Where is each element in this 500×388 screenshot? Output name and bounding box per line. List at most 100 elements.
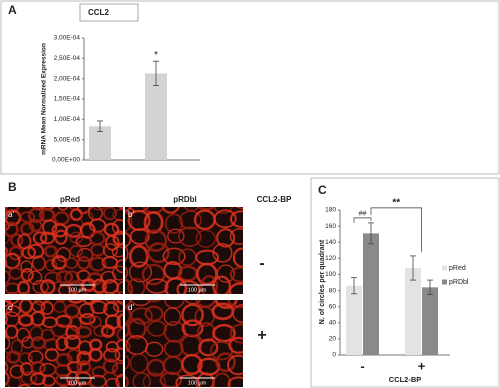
cell-outline [111, 246, 123, 258]
cell-outline [39, 231, 56, 245]
cell-outline [229, 323, 243, 344]
legend-swatch [442, 279, 447, 285]
cell-outline [215, 352, 236, 373]
cell-outline [32, 231, 48, 245]
cell-outline [105, 377, 120, 387]
cell-outline [213, 372, 231, 387]
cell-outline [23, 207, 30, 208]
cell-outline [112, 230, 123, 247]
cell-outline [112, 219, 123, 236]
cell-outline [213, 207, 234, 214]
cell-outline [226, 300, 243, 309]
cell-outline [5, 246, 8, 257]
cell-outline [229, 210, 243, 228]
cell-outline [55, 336, 69, 352]
cell-outline [164, 213, 184, 234]
cell-outline [5, 207, 20, 214]
cell-outline [58, 385, 69, 387]
cell-outline [88, 348, 103, 362]
cell-outline [21, 245, 37, 260]
bar [145, 73, 167, 160]
cell-outline [228, 282, 243, 294]
cell-outline [132, 372, 151, 387]
cell-outline [147, 242, 170, 264]
cell-outline [33, 300, 47, 306]
cell-outline [145, 300, 162, 303]
cell-outline [162, 247, 186, 266]
y-tick-label: 140 [325, 239, 336, 246]
cell-outline [44, 258, 58, 272]
cell-outline [27, 207, 45, 224]
annotation: ** [392, 198, 400, 209]
cell-outline [105, 234, 120, 251]
cell-outline [103, 293, 112, 294]
cell-outline [5, 210, 9, 221]
cell-outline [10, 233, 24, 247]
cell-outline [20, 267, 34, 282]
cell-outline [228, 336, 243, 354]
cell-outline [143, 211, 164, 234]
cell-outline [19, 211, 36, 223]
panel-label: A [8, 3, 17, 17]
column-header: pRDbl [173, 195, 197, 204]
y-tick-label: 0 [332, 352, 336, 359]
cell-outline [29, 325, 44, 342]
cell-outline [183, 207, 200, 212]
cell-outline [91, 207, 106, 211]
cell-outline [20, 371, 38, 386]
cell-outline [105, 207, 114, 209]
cell-outline [64, 334, 82, 350]
cell-outline [116, 327, 123, 342]
cell-outline [79, 313, 96, 326]
cell-outline [163, 307, 181, 326]
chart-title: CCL2 [88, 8, 109, 17]
cell-outline [125, 211, 133, 233]
cell-outline [56, 247, 71, 263]
cell-outline [5, 221, 19, 238]
y-tick-label: 40 [329, 319, 337, 326]
cell-outline [130, 307, 153, 325]
cell-outline [125, 278, 134, 294]
cell-outline [66, 371, 79, 387]
cell-outline [5, 300, 14, 315]
cell-outline [100, 324, 116, 338]
cell-outline [5, 329, 8, 339]
y-tick-label: 180 [325, 207, 336, 214]
y-tick-label: 100 [325, 271, 336, 278]
cell-outline [75, 325, 93, 339]
micrograph [125, 207, 243, 294]
cell-outline [212, 243, 233, 263]
cell-outline [128, 261, 152, 283]
cell-outline [65, 325, 80, 340]
cell-outline [115, 373, 123, 387]
cell-outline [89, 374, 107, 387]
cell-outline [112, 265, 123, 281]
scale-bar-label: 100 µm [188, 380, 207, 386]
cell-outline [125, 374, 129, 387]
image-label: d' [128, 303, 134, 312]
y-axis-label: mRNA Mean Normalized Expression [41, 43, 48, 155]
scale-bar-label: 100 µm [68, 287, 87, 293]
cell-outline [77, 382, 94, 387]
cell-outline [164, 277, 188, 294]
cell-outline [92, 278, 108, 294]
cell-outline [181, 303, 204, 327]
cell-outline [116, 312, 123, 330]
cell-outline [55, 270, 74, 285]
cell-outline [5, 361, 9, 374]
cell-outline [130, 300, 152, 307]
cell-outline [229, 266, 243, 283]
bar [405, 268, 421, 355]
cell-outline [116, 281, 123, 294]
cell-outline [5, 335, 11, 351]
cell-outline [18, 383, 31, 387]
cell-outline [125, 339, 131, 354]
cell-outline [125, 244, 129, 262]
cell-outline [89, 256, 107, 272]
cell-outline [43, 338, 60, 352]
cell-outline [197, 207, 216, 211]
y-tick-label: 0,00E+00 [52, 157, 80, 164]
cell-outline [176, 280, 201, 294]
cell-outline [103, 207, 117, 221]
